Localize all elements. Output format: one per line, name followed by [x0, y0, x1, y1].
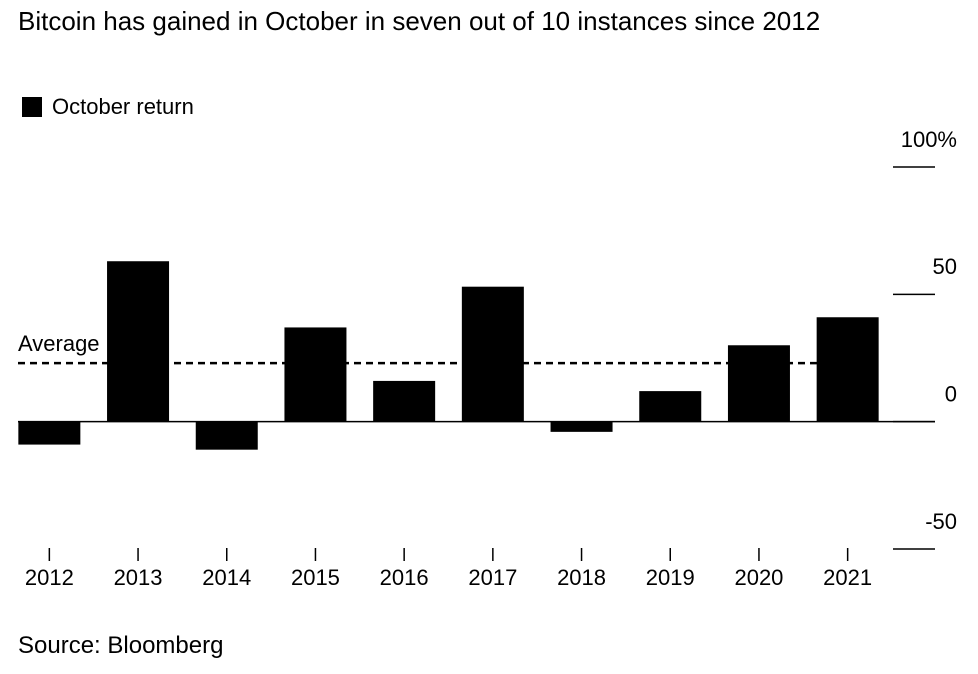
- source: Source: Bloomberg: [18, 632, 224, 659]
- average-label: Average: [18, 331, 100, 356]
- y-tick-label: -50: [925, 509, 957, 534]
- x-tick-label: 2016: [380, 565, 429, 590]
- x-tick-label: 2013: [114, 565, 163, 590]
- y-tick-label: 0: [945, 381, 957, 406]
- bar: [195, 421, 258, 450]
- x-tick-label: 2018: [557, 565, 606, 590]
- bar: [639, 391, 702, 422]
- legend-swatch: [22, 97, 42, 117]
- x-tick-label: 2017: [468, 565, 517, 590]
- x-tick-label: 2019: [646, 565, 695, 590]
- legend-label: October return: [52, 94, 194, 119]
- chart-title: Bitcoin has gained in October in seven o…: [18, 6, 821, 36]
- bar: [18, 421, 81, 445]
- bar: [284, 327, 347, 422]
- x-tick-label: 2015: [291, 565, 340, 590]
- bar: [373, 380, 436, 422]
- x-tick-label: 2012: [25, 565, 74, 590]
- x-tick-label: 2020: [734, 565, 783, 590]
- x-tick-label: 2014: [202, 565, 251, 590]
- bar: [550, 421, 613, 432]
- bar: [727, 345, 790, 422]
- chart: October return -50 0 50 100% 2012 2013 2014 201…: [18, 94, 957, 590]
- x-tick-label: 2021: [823, 565, 872, 590]
- y-tick-label: 100%: [901, 127, 957, 152]
- bar: [461, 286, 524, 422]
- bar: [816, 317, 879, 422]
- bar: [107, 261, 170, 422]
- y-tick-label: 50: [933, 254, 957, 279]
